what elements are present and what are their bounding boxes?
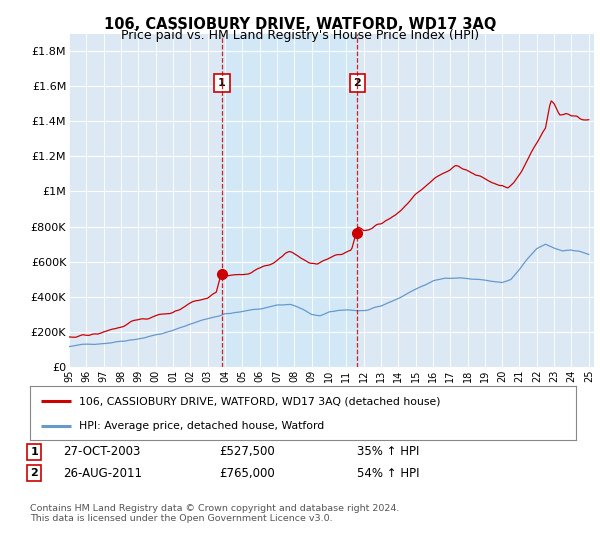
Text: 106, CASSIOBURY DRIVE, WATFORD, WD17 3AQ: 106, CASSIOBURY DRIVE, WATFORD, WD17 3AQ: [104, 17, 496, 32]
Text: £527,500: £527,500: [219, 445, 275, 459]
Text: 27-OCT-2003: 27-OCT-2003: [63, 445, 140, 459]
Text: 1: 1: [218, 78, 226, 88]
Text: 54% ↑ HPI: 54% ↑ HPI: [357, 466, 419, 480]
Text: Contains HM Land Registry data © Crown copyright and database right 2024.
This d: Contains HM Land Registry data © Crown c…: [30, 504, 400, 524]
Text: Price paid vs. HM Land Registry's House Price Index (HPI): Price paid vs. HM Land Registry's House …: [121, 29, 479, 42]
Text: 1: 1: [31, 447, 38, 457]
Text: HPI: Average price, detached house, Watford: HPI: Average price, detached house, Watf…: [79, 421, 325, 431]
Text: 2: 2: [353, 78, 361, 88]
Text: 106, CASSIOBURY DRIVE, WATFORD, WD17 3AQ (detached house): 106, CASSIOBURY DRIVE, WATFORD, WD17 3AQ…: [79, 396, 440, 407]
Bar: [222, 34, 358, 367]
Text: 26-AUG-2011: 26-AUG-2011: [63, 466, 142, 480]
Text: 35% ↑ HPI: 35% ↑ HPI: [357, 445, 419, 459]
Text: £765,000: £765,000: [219, 466, 275, 480]
Text: 2: 2: [31, 468, 38, 478]
